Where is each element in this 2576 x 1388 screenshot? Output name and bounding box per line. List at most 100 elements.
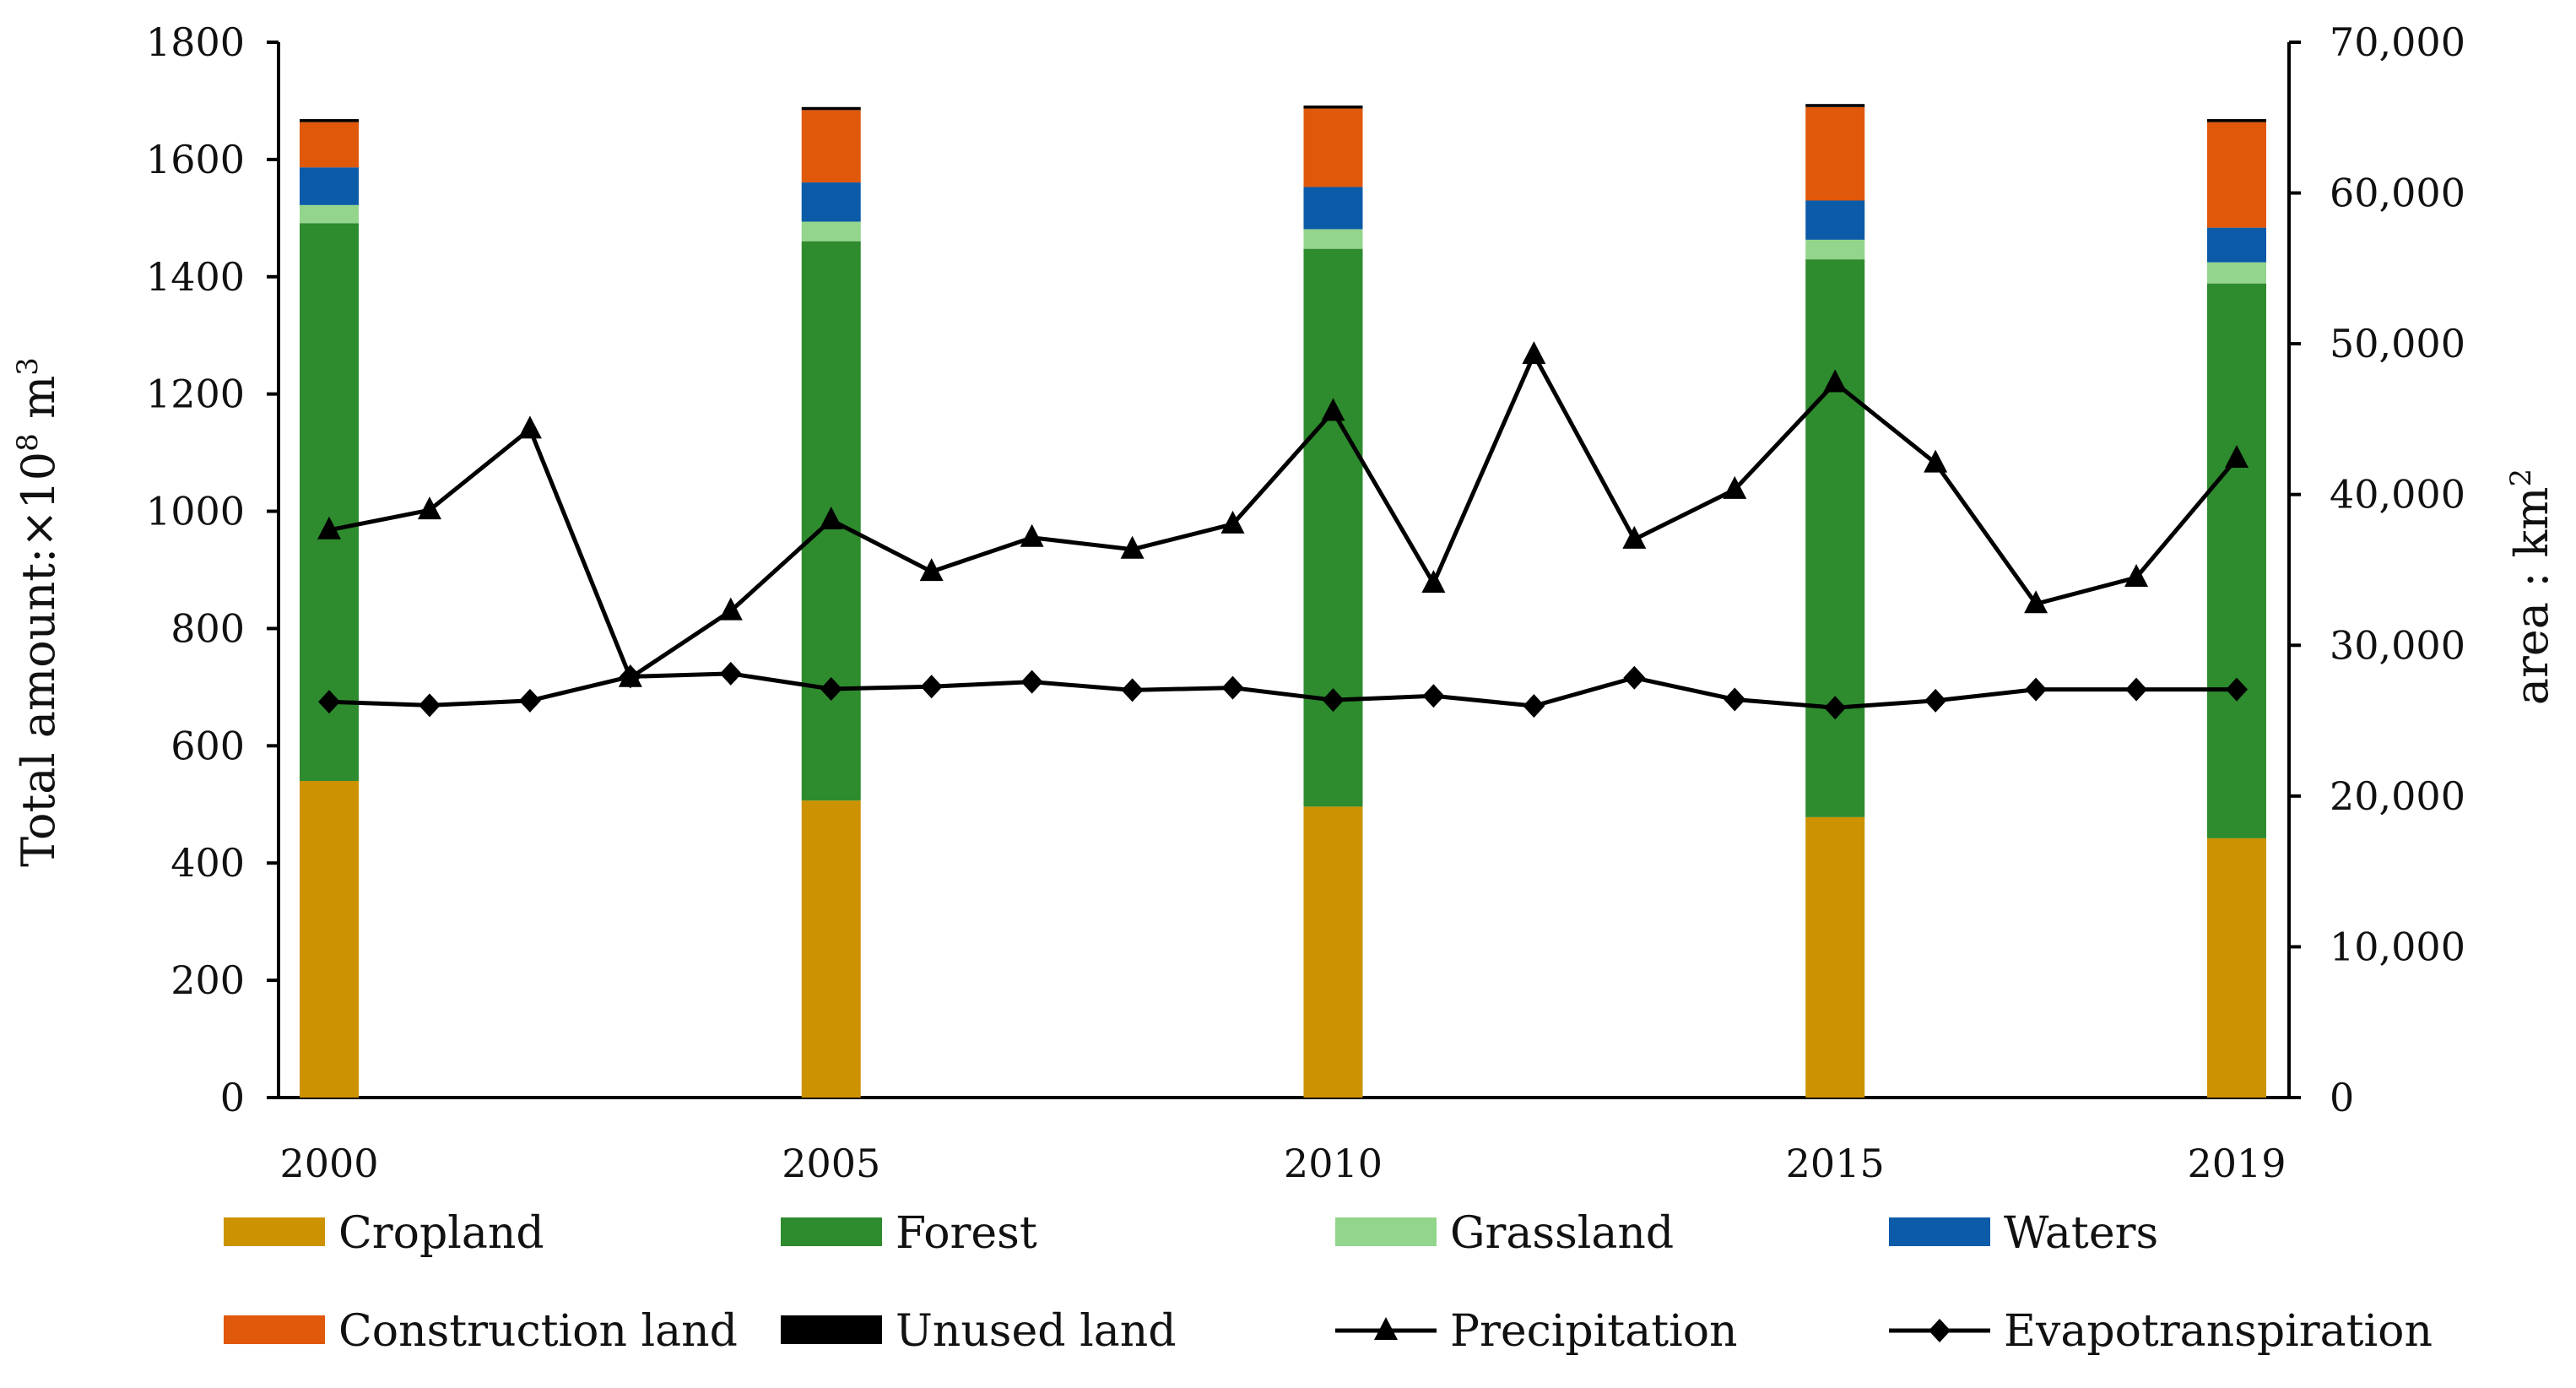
left-tick-label: 800 — [170, 605, 245, 651]
point-precipitation — [1020, 523, 1044, 547]
legend-swatch-unused-land — [781, 1315, 882, 1344]
point-evapotranspiration — [2226, 677, 2248, 702]
legend-marker-precipitation — [1374, 1317, 1398, 1340]
legend-swatch-waters — [1889, 1217, 1990, 1246]
point-evapotranspiration — [1121, 678, 1144, 702]
x-tick-label: 2000 — [279, 1141, 378, 1186]
point-precipitation — [1120, 535, 1145, 559]
left-axis-title: Total amount:×108 m3 — [11, 357, 65, 867]
bar-forest-2019 — [2207, 283, 2266, 838]
legend-label-cropland: Cropland — [338, 1208, 544, 1259]
legend-swatch-grassland — [1335, 1217, 1437, 1246]
right-tick-label: 50,000 — [2330, 321, 2465, 366]
left-tick-label: 0 — [220, 1075, 245, 1120]
point-precipitation — [1823, 369, 1848, 393]
point-evapotranspiration — [920, 675, 943, 699]
legend-label-grassland: Grassland — [1450, 1208, 1674, 1259]
right-tick-label: 40,000 — [2330, 472, 2465, 518]
point-evapotranspiration — [1422, 684, 1445, 708]
point-evapotranspiration — [1924, 688, 1947, 713]
left-tick-label: 600 — [170, 723, 245, 768]
x-tick-label: 2015 — [1786, 1141, 1885, 1186]
point-evapotranspiration — [719, 661, 742, 686]
point-evapotranspiration — [418, 693, 441, 718]
point-precipitation — [2024, 590, 2048, 614]
bar-unused-land-2000 — [300, 119, 359, 122]
point-precipitation — [2225, 445, 2249, 469]
bar-unused-land-2010 — [1303, 106, 1363, 109]
legend-label-forest: Forest — [896, 1208, 1037, 1259]
x-tick-label: 2005 — [782, 1141, 880, 1186]
right-tick-label: 60,000 — [2330, 171, 2465, 216]
bar-construction-land-2015 — [1805, 106, 1865, 201]
bar-forest-2015 — [1805, 259, 1865, 817]
bar-cropland-2019 — [2207, 838, 2266, 1098]
legend-label-evapotranspiration: Evapotranspiration — [2004, 1306, 2433, 1357]
tick-labels: 0 200 400 600 800 1000 1200 1400 1600 1800 0 10,000… — [146, 19, 2465, 1186]
bar-cropland-2000 — [300, 781, 359, 1098]
left-tick-label: 200 — [170, 957, 245, 1003]
left-tick-label: 400 — [170, 840, 245, 886]
bar-construction-land-2010 — [1303, 108, 1363, 187]
x-tick-label: 2010 — [1284, 1141, 1383, 1186]
left-tick-label: 1400 — [146, 254, 245, 300]
point-evapotranspiration — [619, 664, 641, 689]
axes — [267, 41, 2301, 1099]
point-evapotranspiration — [1824, 696, 1847, 720]
point-evapotranspiration — [1020, 670, 1043, 694]
bar-construction-land-2000 — [300, 122, 359, 168]
bar-construction-land-2005 — [801, 110, 861, 183]
point-evapotranspiration — [2025, 677, 2048, 702]
line-precipitation — [328, 350, 2238, 681]
legend-label-unused-land: Unused land — [896, 1306, 1177, 1357]
bar-forest-2000 — [300, 223, 359, 781]
legend-swatch-cropland — [224, 1217, 325, 1246]
legend-swatch-construction-land — [224, 1315, 325, 1344]
point-precipitation — [819, 506, 843, 529]
bar-waters-2000 — [300, 167, 359, 205]
point-precipitation — [1522, 341, 1546, 365]
bar-waters-2005 — [801, 182, 861, 222]
point-evapotranspiration — [820, 676, 842, 701]
right-tick-label: 30,000 — [2330, 622, 2465, 668]
point-precipitation — [1321, 398, 1345, 421]
point-evapotranspiration — [1523, 694, 1545, 718]
bar-cropland-2010 — [1303, 806, 1363, 1098]
bar-unused-land-2015 — [1805, 104, 1865, 107]
bar-cropland-2015 — [1805, 816, 1865, 1098]
bar-waters-2010 — [1303, 187, 1363, 230]
bar-grassland-2015 — [1805, 239, 1865, 260]
bar-waters-2015 — [1805, 200, 1865, 240]
point-precipitation — [1220, 510, 1245, 534]
point-evapotranspiration — [2125, 677, 2148, 702]
bar-cropland-2005 — [801, 800, 861, 1098]
point-evapotranspiration — [1623, 665, 1646, 690]
point-evapotranspiration — [318, 690, 340, 714]
axis-titles: Total amount:×108 m3 area : km2 — [11, 357, 2558, 867]
point-precipitation — [1924, 449, 1948, 473]
legend-marker-evapotranspiration — [1929, 1319, 1951, 1342]
bar-grassland-2005 — [801, 221, 861, 241]
legend-label-construction-land: Construction land — [338, 1306, 738, 1357]
point-precipitation — [417, 496, 441, 520]
legend-label-precipitation: Precipitation — [1450, 1306, 1738, 1357]
legend-label-waters: Waters — [2004, 1208, 2158, 1259]
point-precipitation — [2124, 564, 2149, 588]
bar-grassland-2010 — [1303, 229, 1363, 249]
bar-forest-2010 — [1303, 248, 1363, 807]
point-evapotranspiration — [1322, 688, 1345, 713]
right-tick-label: 0 — [2330, 1075, 2354, 1120]
point-evapotranspiration — [1221, 675, 1244, 700]
left-tick-label: 1000 — [146, 489, 245, 534]
bar-unused-land-2005 — [801, 106, 861, 111]
left-tick-label: 1800 — [146, 19, 245, 65]
point-precipitation — [1723, 475, 1747, 499]
right-tick-label: 10,000 — [2330, 924, 2465, 969]
bar-waters-2019 — [2207, 227, 2266, 263]
point-precipitation — [718, 597, 743, 621]
lines — [317, 341, 2249, 720]
left-tick-label: 1600 — [146, 137, 245, 182]
point-precipitation — [1622, 525, 1647, 549]
point-evapotranspiration — [518, 688, 541, 713]
